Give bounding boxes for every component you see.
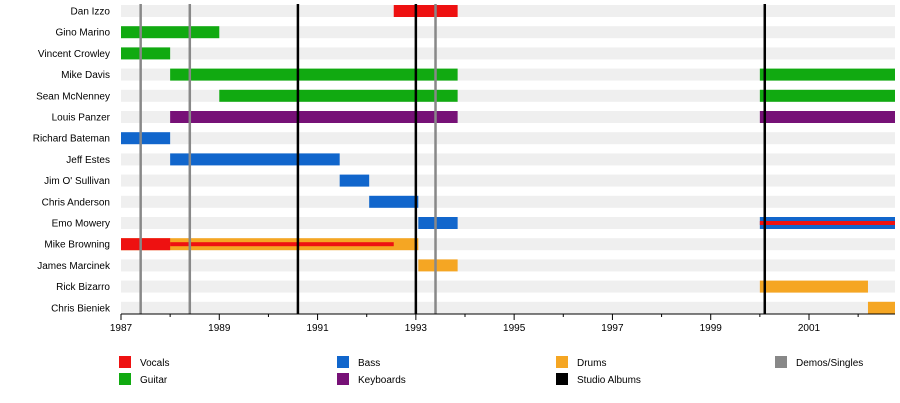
member-label: James Marcinek: [37, 261, 111, 272]
legend-label: Bass: [358, 358, 380, 369]
legend-label: Keyboards: [358, 375, 406, 386]
legend-swatch: [775, 356, 787, 368]
x-tick-label: 2001: [798, 323, 821, 334]
member-label: Jim O' Sullivan: [44, 176, 110, 187]
member-bar-bass: [121, 132, 171, 145]
member-bar-bass: [170, 153, 340, 166]
member-label: Emo Mowery: [52, 219, 110, 230]
row-stripe: [121, 5, 895, 17]
x-tick-label: 1987: [110, 323, 133, 334]
member-bar-guitar: [121, 26, 220, 39]
member-bar-guitar: [759, 89, 895, 102]
legend-swatch: [337, 356, 349, 368]
member-label: Louis Panzer: [52, 113, 111, 124]
member-bar-drums: [867, 301, 895, 314]
member-bar-vocals: [121, 238, 171, 251]
row-stripe: [121, 174, 895, 187]
x-tick-label: 1991: [306, 323, 329, 334]
member-bar-vocals: [759, 221, 895, 225]
member-bar-guitar: [759, 68, 895, 81]
row-stripe: [121, 47, 895, 60]
legend-label: Guitar: [140, 375, 168, 386]
row-stripe: [121, 132, 895, 145]
member-bar-bass: [369, 195, 419, 208]
legend-label: Drums: [577, 358, 606, 369]
member-bar-bass: [418, 217, 458, 229]
legend-swatch: [119, 373, 131, 385]
member-bar-vocals: [170, 242, 394, 247]
row-stripe: [121, 301, 895, 314]
x-tick-label: 1997: [601, 323, 624, 334]
member-bar-guitar: [170, 68, 458, 81]
member-label: Rick Bizarro: [56, 282, 110, 293]
member-bar-keyboards: [759, 111, 895, 123]
member-label: Chris Anderson: [42, 197, 110, 208]
legend-label: Studio Albums: [577, 375, 641, 386]
member-bar-guitar: [219, 89, 458, 102]
row-stripe: [121, 26, 895, 39]
member-label: Gino Marino: [56, 28, 111, 39]
member-label: Jeff Estes: [66, 155, 110, 166]
row-stripe: [121, 217, 895, 229]
legend-swatch: [119, 356, 131, 368]
member-label: Mike Davis: [61, 70, 110, 81]
member-bar-bass: [339, 174, 370, 187]
member-bar-guitar: [121, 47, 171, 60]
member-label: Sean McNenney: [36, 91, 110, 102]
member-label: Vincent Crowley: [38, 49, 110, 60]
legend-swatch: [556, 373, 568, 385]
member-label: Chris Bieniek: [51, 303, 111, 314]
member-label: Dan Izzo: [71, 7, 111, 18]
x-tick-label: 1989: [208, 323, 231, 334]
legend-swatch: [556, 356, 568, 368]
x-tick-label: 1999: [700, 323, 723, 334]
member-bar-vocals: [393, 5, 458, 17]
legend-swatch: [337, 373, 349, 385]
member-bar-keyboards: [170, 111, 458, 123]
row-stripe: [121, 195, 895, 208]
member-bar-drums: [418, 259, 458, 272]
member-label: Richard Bateman: [33, 134, 110, 145]
legend-label: Demos/Singles: [796, 358, 863, 369]
x-tick-label: 1995: [503, 323, 526, 334]
row-stripe: [121, 280, 895, 293]
member-label: Mike Browning: [44, 240, 110, 251]
legend-label: Vocals: [140, 358, 169, 369]
member-bar-drums: [759, 280, 868, 293]
x-tick-label: 1993: [405, 323, 428, 334]
row-stripe: [121, 259, 895, 272]
